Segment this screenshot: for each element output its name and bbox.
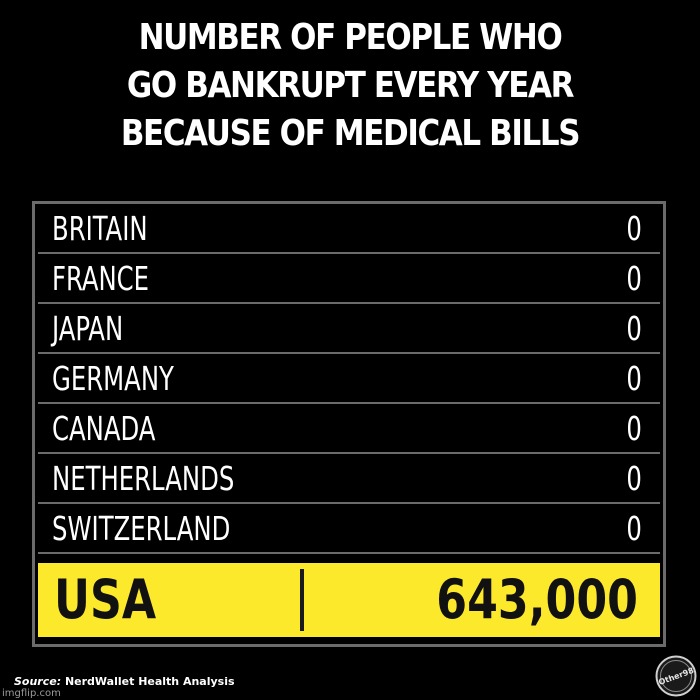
logo-inner-ring xyxy=(660,660,692,692)
country-label: FRANCE xyxy=(52,259,150,298)
title-line: GO BANKRUPT EVERY YEAR xyxy=(126,65,575,106)
table-row: JAPAN 0 xyxy=(38,304,660,354)
country-label: SWITZERLAND xyxy=(52,509,231,548)
bankruptcy-value: 0 xyxy=(626,359,642,398)
title-line: BECAUSE OF MEDICAL BILLS xyxy=(120,113,581,154)
table-row: SWITZERLAND 0 xyxy=(38,504,660,554)
bankruptcy-value: 0 xyxy=(626,509,642,548)
bankruptcy-table: BRITAIN 0 FRANCE 0 JAPAN 0 GERMANY 0 CANADA 0 NETH… xyxy=(32,201,666,647)
bankruptcy-value: 0 xyxy=(626,309,642,348)
imgflip-watermark: imgflip.com xyxy=(2,688,61,699)
usa-highlight-row: USA 643,000 xyxy=(38,563,660,637)
title-line: NUMBER OF PEOPLE WHO xyxy=(138,17,563,58)
table-row: NETHERLANDS 0 xyxy=(38,454,660,504)
chart-title: NUMBER OF PEOPLE WHO GO BANKRUPT EVERY Y… xyxy=(58,14,643,158)
table-row: BRITAIN 0 xyxy=(38,204,660,254)
source-text: NerdWallet Health Analysis xyxy=(64,675,235,688)
source-credit: Source: NerdWallet Health Analysis xyxy=(14,675,235,688)
logo-ring xyxy=(655,655,697,697)
country-label: GERMANY xyxy=(52,359,174,398)
source-label: Source: xyxy=(14,675,62,688)
bankruptcy-value: 0 xyxy=(626,409,642,448)
other98-logo-icon: Other98 xyxy=(655,655,697,697)
bankruptcy-value: 0 xyxy=(626,259,642,298)
usa-divider xyxy=(300,569,304,631)
table-row: CANADA 0 xyxy=(38,404,660,454)
table-row: GERMANY 0 xyxy=(38,354,660,404)
usa-bankruptcy-value: 643,000 xyxy=(436,568,638,631)
country-label: NETHERLANDS xyxy=(52,459,235,498)
bankruptcy-value: 0 xyxy=(626,209,642,248)
country-label: BRITAIN xyxy=(52,209,148,248)
bankruptcy-value: 0 xyxy=(626,459,642,498)
country-label: CANADA xyxy=(52,409,156,448)
country-label: JAPAN xyxy=(52,309,124,348)
usa-country-label: USA xyxy=(54,568,157,631)
table-row: FRANCE 0 xyxy=(38,254,660,304)
